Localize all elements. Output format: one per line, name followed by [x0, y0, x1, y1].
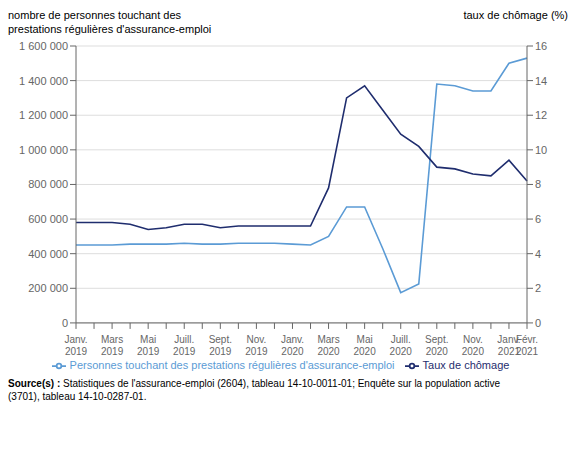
svg-text:600 000: 600 000	[28, 213, 68, 225]
svg-text:200 000: 200 000	[28, 282, 68, 294]
html-text:nombre de personnes touchant d: nombre de personnes touchant des prestat…	[8, 9, 212, 35]
svg-text:10: 10	[535, 144, 547, 156]
svg-text:Juill.2020: Juill.2020	[390, 334, 413, 357]
svg-text:Mars2020: Mars2020	[317, 334, 340, 357]
svg-text:6: 6	[535, 213, 541, 225]
html-text:Personnes touchant des prestat: Personnes touchant des prestations régul…	[69, 358, 395, 371]
svg-text:8: 8	[535, 178, 541, 190]
svg-text:0: 0	[62, 317, 68, 329]
svg-text:12: 12	[535, 109, 547, 121]
svg-text:Sept.2019: Sept.2019	[209, 334, 232, 357]
svg-text:2: 2	[535, 282, 541, 294]
svg-text:1 200 000: 1 200 000	[19, 109, 68, 121]
svg-text:14: 14	[535, 75, 547, 87]
svg-text:Janv.2019: Janv.2019	[64, 334, 87, 357]
html-text:Taux de chômage: Taux de chômage	[422, 358, 510, 371]
svg-text:Nov.2019: Nov.2019	[245, 334, 268, 357]
html-text:Janv.: Janv.	[497, 333, 521, 345]
svg-text:800 000: 800 000	[28, 178, 68, 190]
svg-text:1 400 000: 1 400 000	[19, 75, 68, 87]
svg-text:Juill.2019: Juill.2019	[173, 334, 196, 357]
svg-text:Mars2019: Mars2019	[101, 334, 124, 357]
html-text:Source(s) : Statistiques de l': Source(s) : Statistiques de l'assurance-…	[8, 378, 500, 402]
svg-text:0: 0	[535, 317, 541, 329]
svg-text:16: 16	[535, 40, 547, 52]
svg-text:Mai2019: Mai2019	[137, 334, 160, 357]
svg-text:Janv.2020: Janv.2020	[281, 334, 304, 357]
html-text:2021: 2021	[497, 345, 521, 357]
svg-text:Mai2020: Mai2020	[354, 334, 377, 357]
svg-text:Sept.2020: Sept.2020	[425, 334, 448, 357]
svg-text:Févr.2021: Févr.2021	[516, 334, 539, 357]
svg-text:4: 4	[535, 248, 541, 260]
html-text:taux de chômage (%): taux de chômage (%)	[463, 9, 568, 21]
svg-text:1 600 000: 1 600 000	[19, 40, 68, 52]
svg-text:400 000: 400 000	[28, 248, 68, 260]
svg-text:Nov.2020: Nov.2020	[462, 334, 485, 357]
svg-text:1 000 000: 1 000 000	[19, 144, 68, 156]
